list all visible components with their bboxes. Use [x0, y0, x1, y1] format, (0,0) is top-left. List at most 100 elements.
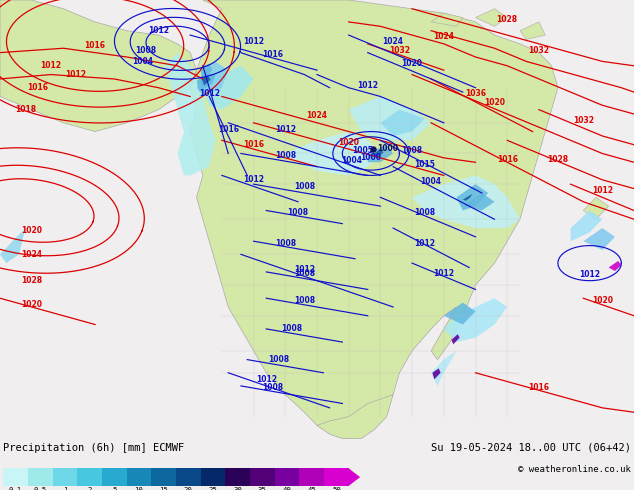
Text: 0.5: 0.5	[34, 487, 47, 490]
Text: 1028: 1028	[496, 15, 518, 24]
Polygon shape	[432, 368, 441, 379]
Text: 45: 45	[307, 487, 316, 490]
Text: 1032: 1032	[528, 46, 550, 54]
Text: 1012: 1012	[256, 374, 277, 384]
Text: 1012: 1012	[414, 239, 436, 247]
Text: 1016: 1016	[27, 83, 49, 92]
Polygon shape	[0, 0, 197, 131]
Polygon shape	[197, 61, 228, 97]
Text: 1016: 1016	[243, 140, 264, 149]
Text: 1024: 1024	[382, 37, 404, 46]
Bar	[200, 468, 225, 486]
Text: 1028: 1028	[21, 276, 42, 285]
Polygon shape	[571, 211, 602, 241]
Text: 1028: 1028	[547, 155, 569, 164]
Text: 35: 35	[258, 487, 267, 490]
Text: 1020: 1020	[592, 295, 613, 305]
Text: 1012: 1012	[40, 61, 61, 70]
Bar	[324, 468, 349, 486]
Text: 1008: 1008	[135, 46, 157, 55]
Polygon shape	[412, 175, 520, 228]
Text: 1012: 1012	[198, 90, 220, 98]
Text: 1000: 1000	[360, 153, 382, 162]
Polygon shape	[285, 131, 380, 175]
Text: 1008: 1008	[275, 151, 296, 160]
Text: 50: 50	[332, 487, 340, 490]
Text: 2: 2	[87, 487, 92, 490]
Text: 1020: 1020	[21, 226, 42, 235]
Text: 0.1: 0.1	[9, 487, 22, 490]
Polygon shape	[520, 22, 545, 40]
Text: 1004: 1004	[132, 57, 153, 66]
Polygon shape	[583, 197, 609, 219]
Text: 1020: 1020	[338, 138, 359, 147]
Bar	[275, 468, 299, 486]
Text: 1012: 1012	[294, 265, 315, 274]
Polygon shape	[380, 110, 425, 136]
Bar	[225, 468, 250, 486]
Bar	[77, 468, 102, 486]
Polygon shape	[203, 66, 254, 110]
Bar	[127, 468, 152, 486]
Text: © weatheronline.co.uk: © weatheronline.co.uk	[518, 466, 631, 474]
Text: 1020: 1020	[401, 59, 423, 68]
Text: 1005: 1005	[353, 146, 373, 155]
Bar	[176, 468, 200, 486]
Bar	[250, 468, 275, 486]
Polygon shape	[370, 148, 377, 152]
Text: 1008: 1008	[294, 270, 315, 278]
Text: 15: 15	[159, 487, 168, 490]
Polygon shape	[190, 0, 558, 439]
Text: 1004: 1004	[420, 177, 442, 186]
Polygon shape	[431, 13, 463, 26]
Text: 1008: 1008	[281, 324, 302, 333]
Text: 1008: 1008	[262, 383, 283, 392]
Bar	[299, 468, 324, 486]
Polygon shape	[200, 64, 212, 79]
Text: 1032: 1032	[389, 46, 410, 54]
Polygon shape	[463, 194, 472, 201]
Text: 1012: 1012	[275, 124, 296, 134]
Bar	[3, 468, 28, 486]
Text: 1008: 1008	[268, 355, 290, 364]
Text: 1018: 1018	[15, 105, 36, 114]
Text: 1012: 1012	[65, 70, 87, 79]
Bar	[28, 468, 53, 486]
Polygon shape	[451, 334, 460, 344]
Text: 1008: 1008	[275, 239, 296, 247]
Polygon shape	[349, 468, 360, 486]
Text: 1012: 1012	[357, 81, 378, 90]
Text: Precipitation (6h) [mm] ECMWF: Precipitation (6h) [mm] ECMWF	[3, 442, 184, 453]
Text: 1004: 1004	[341, 155, 363, 165]
Text: 1: 1	[63, 487, 67, 490]
Text: 1016: 1016	[262, 50, 283, 59]
Text: 1015: 1015	[415, 160, 435, 169]
Text: 1012: 1012	[243, 37, 264, 46]
Polygon shape	[202, 75, 210, 86]
Polygon shape	[431, 351, 456, 386]
Text: 1020: 1020	[21, 300, 42, 309]
Bar	[102, 468, 127, 486]
Polygon shape	[165, 52, 216, 175]
Polygon shape	[317, 395, 393, 439]
Text: 1008: 1008	[414, 208, 436, 217]
Text: 5: 5	[112, 487, 117, 490]
Text: 25: 25	[209, 487, 217, 490]
Text: 1024: 1024	[21, 250, 42, 259]
Text: 1012: 1012	[433, 270, 455, 278]
Bar	[152, 468, 176, 486]
Text: 1012: 1012	[148, 26, 169, 35]
Text: 1020: 1020	[484, 98, 505, 107]
Polygon shape	[444, 298, 507, 342]
Text: 1008: 1008	[294, 182, 315, 191]
Polygon shape	[476, 9, 507, 26]
Text: 1008: 1008	[287, 208, 309, 217]
Polygon shape	[444, 303, 476, 324]
Polygon shape	[0, 228, 25, 263]
Text: 1008: 1008	[401, 147, 423, 155]
Polygon shape	[583, 228, 615, 250]
Polygon shape	[349, 97, 431, 140]
Text: 1024: 1024	[433, 32, 455, 42]
Polygon shape	[373, 149, 384, 158]
Polygon shape	[368, 145, 393, 162]
